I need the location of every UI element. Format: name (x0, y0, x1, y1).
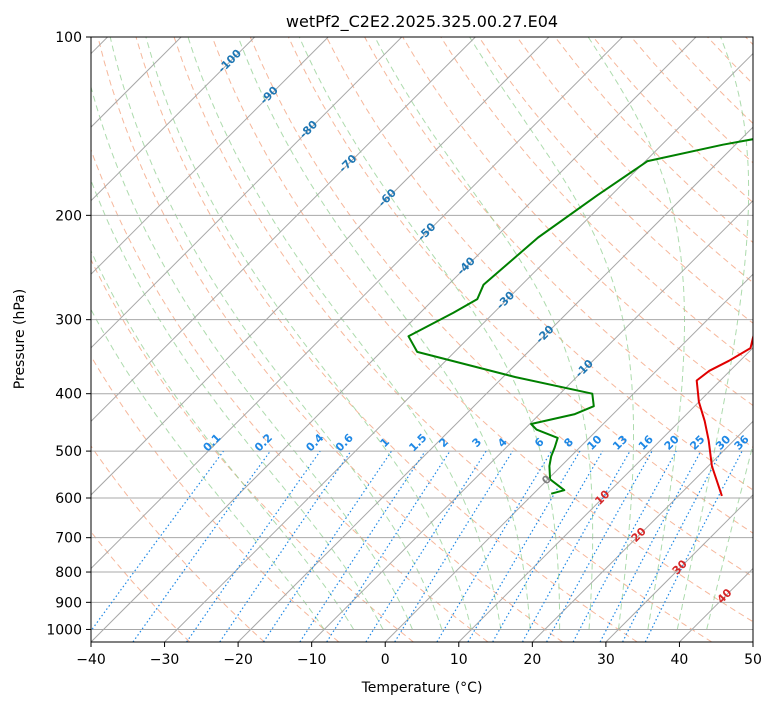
y-axis-label: Pressure (hPa) (12, 289, 28, 389)
x-tick-label: 0 (381, 652, 390, 668)
dry-adiabat-line (287, 37, 753, 534)
x-tick-label: −30 (150, 652, 180, 668)
dry-adiabat-line (91, 355, 340, 642)
x-tick-label: 40 (671, 652, 689, 668)
moist-adiabat-line (109, 37, 443, 630)
isotherm-line (164, 52, 753, 642)
dry-adiabat-line (97, 37, 563, 642)
mixing-ratio-line (262, 450, 392, 642)
sounding-profiles (407, 138, 753, 497)
dry-adiabat-line (249, 37, 753, 578)
moist-adiabat-line (676, 37, 750, 630)
y-tick-label: 600 (55, 491, 82, 507)
mixing-ratio-line (132, 450, 271, 642)
chart-title: wetPf2_C2E2.2025.325.00.27.E04 (286, 12, 558, 32)
y-tick-label: 700 (55, 531, 82, 547)
x-tick-label: 50 (744, 652, 762, 668)
x-tick-label: 20 (523, 652, 541, 668)
dry-adiabat-line (135, 37, 638, 642)
y-tick-label: 800 (55, 565, 82, 581)
mixing-ratio-line (299, 450, 426, 642)
x-tick-label: 30 (597, 652, 615, 668)
moist-adiabat-line (91, 85, 413, 630)
isotherm-line (605, 494, 753, 642)
dry-adiabat-line (326, 37, 753, 491)
moist-adiabat-line (91, 308, 325, 630)
moist-adiabat-line (237, 37, 531, 630)
isotherm-line (91, 37, 476, 423)
y-tick-label: 300 (55, 313, 82, 329)
axis-ticks: −40 −30 −20 −10 0 10 20 30 40 50 100 200 300 400 500 60… (46, 30, 762, 668)
moist-adiabat-line (187, 37, 502, 630)
moist-adiabat-line (706, 442, 753, 630)
moist-adiabat-line (298, 37, 561, 630)
mixing-ratio-line (521, 450, 631, 642)
y-tick-label: 1000 (46, 622, 82, 638)
background-lines (91, 37, 753, 642)
x-tick-label: −20 (223, 652, 253, 668)
isotherm-line (237, 126, 753, 642)
moist-adiabat-line (587, 37, 685, 630)
mixing-ratio-line (546, 450, 653, 642)
dry-adiabat-line (91, 258, 414, 642)
moist-adiabat-line (91, 249, 355, 630)
isotherm-line (91, 37, 697, 642)
isotherm-line (458, 347, 753, 642)
y-tick-label: 400 (55, 387, 82, 403)
x-tick-label: 10 (450, 652, 468, 668)
isotherm-line (91, 37, 623, 570)
moist-adiabat-line (145, 37, 472, 630)
temperature-line (695, 333, 753, 497)
isotherm-line (91, 37, 329, 275)
dry-adiabat-line (91, 445, 265, 642)
x-tick-label: −10 (297, 652, 327, 668)
y-tick-label: 100 (55, 30, 82, 46)
mixing-ratio-line (394, 450, 514, 642)
isotherm-line (91, 37, 550, 496)
mixing-ratio-line (186, 450, 321, 642)
isotherm-line (91, 37, 256, 202)
x-axis-label: Temperature (°C) (361, 680, 483, 696)
mixing-ratio-line (644, 450, 743, 642)
moist-adiabat-line (469, 37, 634, 630)
y-tick-label: 200 (55, 208, 82, 224)
isotherm-line (384, 273, 753, 642)
dry-adiabat-line (173, 37, 713, 642)
dewpoint-line (407, 138, 753, 495)
mixing-ratio-line (91, 450, 224, 632)
isotherm-line (311, 199, 753, 642)
mixing-ratio-line (326, 450, 451, 642)
y-tick-label: 900 (55, 595, 82, 611)
x-tick-label: −40 (76, 652, 106, 668)
moist-adiabat-line (374, 37, 594, 630)
mixing-ratio-line (572, 450, 677, 642)
plot-frame (90, 36, 754, 643)
mixing-ratio-line (219, 450, 352, 642)
y-tick-label: 500 (55, 444, 82, 460)
isotherm-line (531, 420, 753, 642)
isotherm-line (91, 37, 403, 349)
